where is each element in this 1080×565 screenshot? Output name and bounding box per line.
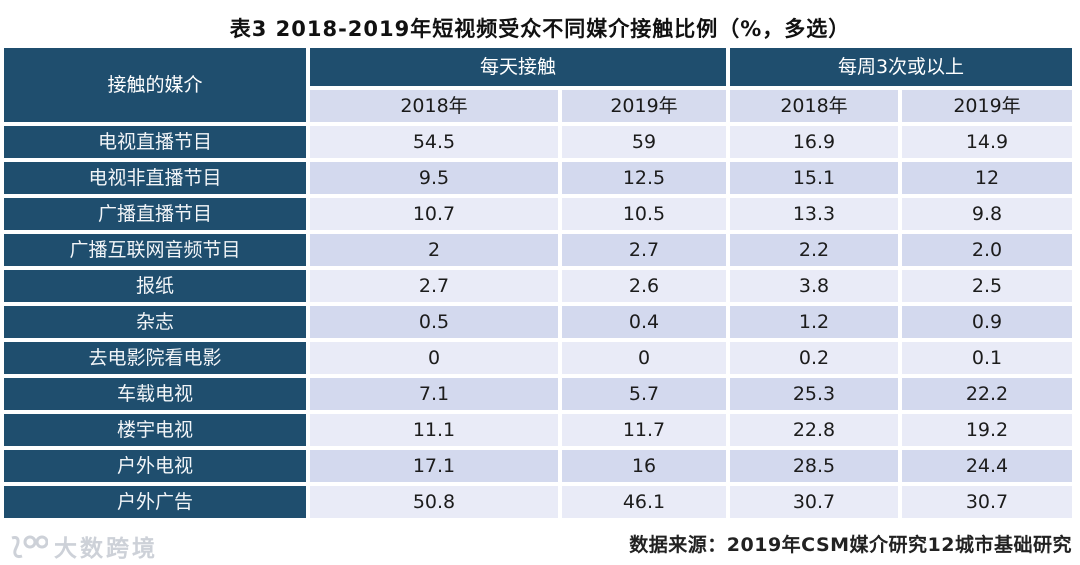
subheader-weekly-2019: 2019年 — [902, 90, 1072, 122]
value-cell: 2.0 — [902, 234, 1072, 266]
value-cell: 22.8 — [730, 414, 898, 446]
value-cell: 2.7 — [310, 270, 558, 302]
value-cell: 59 — [562, 126, 726, 158]
media-contact-table: 接触的媒介 每天接触 每周3次或以上 2018年 2019年 2018年 201… — [4, 48, 1076, 518]
value-cell: 25.3 — [730, 378, 898, 410]
value-cell: 0.9 — [902, 306, 1072, 338]
value-cell: 9.8 — [902, 198, 1072, 230]
value-cell: 12.5 — [562, 162, 726, 194]
value-cell: 2.6 — [562, 270, 726, 302]
group-header-daily: 每天接触 — [310, 48, 726, 86]
value-cell: 50.8 — [310, 486, 558, 518]
value-cell: 11.1 — [310, 414, 558, 446]
value-cell: 10.7 — [310, 198, 558, 230]
value-cell: 14.9 — [902, 126, 1072, 158]
row-label: 电视非直播节目 — [4, 162, 306, 194]
value-cell: 2.7 — [562, 234, 726, 266]
value-cell: 16.9 — [730, 126, 898, 158]
value-cell: 3.8 — [730, 270, 898, 302]
value-cell: 0.1 — [902, 342, 1072, 374]
value-cell: 0.4 — [562, 306, 726, 338]
value-cell: 22.2 — [902, 378, 1072, 410]
value-cell: 7.1 — [310, 378, 558, 410]
value-cell: 28.5 — [730, 450, 898, 482]
value-cell: 9.5 — [310, 162, 558, 194]
row-label: 户外电视 — [4, 450, 306, 482]
value-cell: 2.5 — [902, 270, 1072, 302]
corner-header-cell: 接触的媒介 — [4, 48, 306, 122]
value-cell: 0 — [310, 342, 558, 374]
value-cell: 0.2 — [730, 342, 898, 374]
value-cell: 12 — [902, 162, 1072, 194]
row-label: 楼宇电视 — [4, 414, 306, 446]
value-cell: 2 — [310, 234, 558, 266]
value-cell: 11.7 — [562, 414, 726, 446]
group-header-weekly: 每周3次或以上 — [730, 48, 1072, 86]
value-cell: 46.1 — [562, 486, 726, 518]
value-cell: 0 — [562, 342, 726, 374]
page-title: 表3 2018-2019年短视频受众不同媒介接触比例（%，多选） — [229, 17, 851, 41]
value-cell: 24.4 — [902, 450, 1072, 482]
value-cell: 10.5 — [562, 198, 726, 230]
row-label: 报纸 — [4, 270, 306, 302]
value-cell: 30.7 — [902, 486, 1072, 518]
value-cell: 30.7 — [730, 486, 898, 518]
row-label: 户外广告 — [4, 486, 306, 518]
row-label: 电视直播节目 — [4, 126, 306, 158]
value-cell: 13.3 — [730, 198, 898, 230]
value-cell: 19.2 — [902, 414, 1072, 446]
row-label: 杂志 — [4, 306, 306, 338]
value-cell: 0.5 — [310, 306, 558, 338]
data-source-note: 数据来源：2019年CSM媒介研究12城市基础研究 — [629, 534, 1072, 556]
value-cell: 5.7 — [562, 378, 726, 410]
row-label: 车载电视 — [4, 378, 306, 410]
value-cell: 17.1 — [310, 450, 558, 482]
value-cell: 1.2 — [730, 306, 898, 338]
subheader-daily-2018: 2018年 — [310, 90, 558, 122]
row-label: 广播互联网音频节目 — [4, 234, 306, 266]
value-cell: 15.1 — [730, 162, 898, 194]
row-label: 去电影院看电影 — [4, 342, 306, 374]
subheader-weekly-2018: 2018年 — [730, 90, 898, 122]
subheader-daily-2019: 2019年 — [562, 90, 726, 122]
brand-name: 大数跨境 — [54, 536, 158, 562]
brand-100-icon — [8, 532, 48, 560]
watermark-logo: 大数跨境 — [8, 529, 158, 563]
value-cell: 2.2 — [730, 234, 898, 266]
value-cell: 16 — [562, 450, 726, 482]
row-label: 广播直播节目 — [4, 198, 306, 230]
value-cell: 54.5 — [310, 126, 558, 158]
